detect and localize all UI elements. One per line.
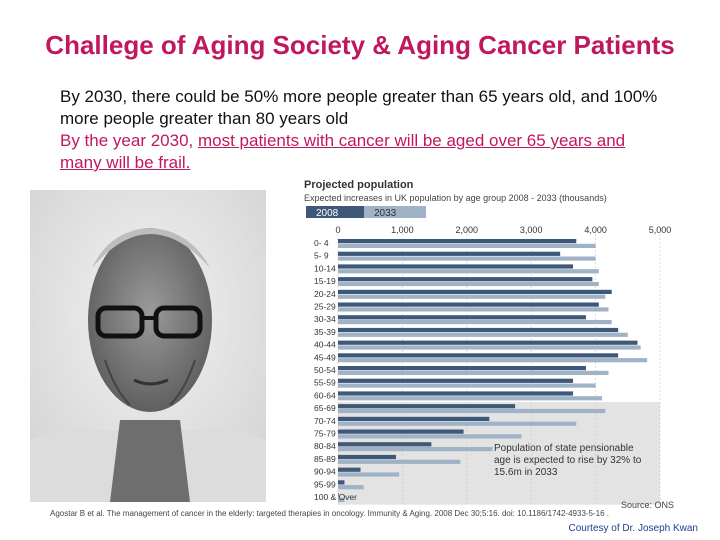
bar-2008-20-24 [338, 289, 612, 294]
bar-2008-65-69 [338, 404, 516, 409]
chart-subtitle: Expected increases in UK population by a… [304, 193, 607, 203]
category-label: 25-29 [314, 302, 336, 312]
x-tick-label: 5,000 [649, 225, 672, 235]
legend-label-2033: 2033 [374, 208, 397, 219]
category-label: 80-84 [314, 441, 336, 451]
bar-2008-100&Over [338, 493, 339, 498]
bullet-list: By 2030, there could be 50% more people … [60, 86, 660, 174]
bar-2008-5-9 [338, 251, 561, 256]
bar-2033-35-39 [338, 332, 628, 337]
category-label: 75-79 [314, 429, 336, 439]
bar-2033-0-4 [338, 243, 596, 248]
bullet-2-prefix: By the year 2030, [60, 131, 198, 150]
bar-2033-30-34 [338, 320, 612, 325]
category-label: 90-94 [314, 467, 336, 477]
legend-label-2008: 2008 [316, 208, 339, 219]
legend-swatch-2033 [364, 206, 426, 218]
bar-2008-55-59 [338, 378, 574, 383]
bar-2033-55-59 [338, 383, 596, 388]
bar-2008-25-29 [338, 302, 599, 307]
category-label: 10-14 [314, 263, 336, 273]
category-label: 40-44 [314, 340, 336, 350]
citation: Agostar B et al. The management of cance… [50, 509, 610, 518]
elderly-man-photo [30, 190, 266, 502]
category-label: 50-54 [314, 365, 336, 375]
category-label: 20-24 [314, 289, 336, 299]
chart-title: Projected population [304, 179, 414, 191]
bar-2033-90-94 [338, 472, 400, 477]
bar-2008-15-19 [338, 277, 593, 282]
bar-2008-10-14 [338, 264, 574, 269]
bar-2008-35-39 [338, 327, 619, 333]
category-label: 15-19 [314, 276, 336, 286]
bar-2033-95-99 [338, 485, 364, 490]
bullet-2-underlined: most patients with cancer will be aged o… [60, 131, 626, 172]
bar-2008-90-94 [338, 467, 361, 472]
bar-2008-0-4 [338, 239, 577, 244]
x-tick-label: 2,000 [456, 225, 479, 235]
bar-2033-20-24 [338, 294, 606, 299]
category-label: 30-34 [314, 314, 336, 324]
x-tick-label: 0 [335, 225, 340, 235]
legend-swatch-2008 [306, 206, 368, 218]
bar-2008-60-64 [338, 391, 574, 396]
category-label: 65-69 [314, 403, 336, 413]
bar-2033-65-69 [338, 408, 606, 414]
bar-2033-70-74 [338, 421, 577, 426]
category-label: 100 & Over [314, 492, 357, 502]
courtesy-credit: Courtesy of Dr. Joseph Kwan [568, 523, 698, 534]
slide-title: Challege of Aging Society & Aging Cancer… [45, 30, 675, 60]
category-label: 85-89 [314, 454, 336, 464]
bar-2008-80-84 [338, 442, 432, 447]
bullet-1: By 2030, there could be 50% more people … [60, 87, 658, 128]
bar-2033-80-84 [338, 447, 493, 452]
bar-2008-45-49 [338, 353, 619, 358]
chart-annotation: Population of state pensionable age is ex… [494, 443, 642, 478]
bar-2033-5-9 [338, 256, 596, 261]
bar-2033-45-49 [338, 358, 648, 363]
bar-2033-25-29 [338, 307, 609, 312]
x-tick-label: 4,000 [584, 225, 607, 235]
category-label: 0- 4 [314, 238, 329, 248]
bar-2033-40-44 [338, 345, 641, 350]
bar-2008-75-79 [338, 429, 464, 434]
bullet-2: By the year 2030, most patients with can… [60, 130, 660, 174]
bar-2033-10-14 [338, 269, 599, 274]
bar-2033-75-79 [338, 434, 522, 439]
category-label: 55-59 [314, 378, 336, 388]
bar-2008-40-44 [338, 340, 638, 345]
bar-2008-30-34 [338, 315, 586, 320]
category-label: 35-39 [314, 327, 336, 337]
chart-legend: 2008 2033 [306, 206, 426, 219]
bar-2008-70-74 [338, 416, 490, 421]
category-label: 95-99 [314, 479, 336, 489]
bar-2033-100&Over [338, 497, 345, 502]
bar-2008-85-89 [338, 454, 396, 460]
bar-2008-95-99 [338, 480, 345, 485]
category-label: 45-49 [314, 352, 336, 362]
bar-2008-50-54 [338, 366, 586, 371]
x-tick-label: 3,000 [520, 225, 543, 235]
category-label: 60-64 [314, 390, 336, 400]
bar-2033-60-64 [338, 396, 603, 401]
chart-source: Source: ONS [621, 500, 674, 510]
category-label: 70-74 [314, 416, 336, 426]
x-tick-label: 1,000 [391, 225, 414, 235]
bar-2033-15-19 [338, 281, 599, 287]
bar-2033-85-89 [338, 459, 461, 464]
bar-2033-50-54 [338, 370, 609, 375]
category-label: 5- 9 [314, 251, 329, 261]
population-bar-chart: Projected population Expected increases … [300, 176, 690, 510]
